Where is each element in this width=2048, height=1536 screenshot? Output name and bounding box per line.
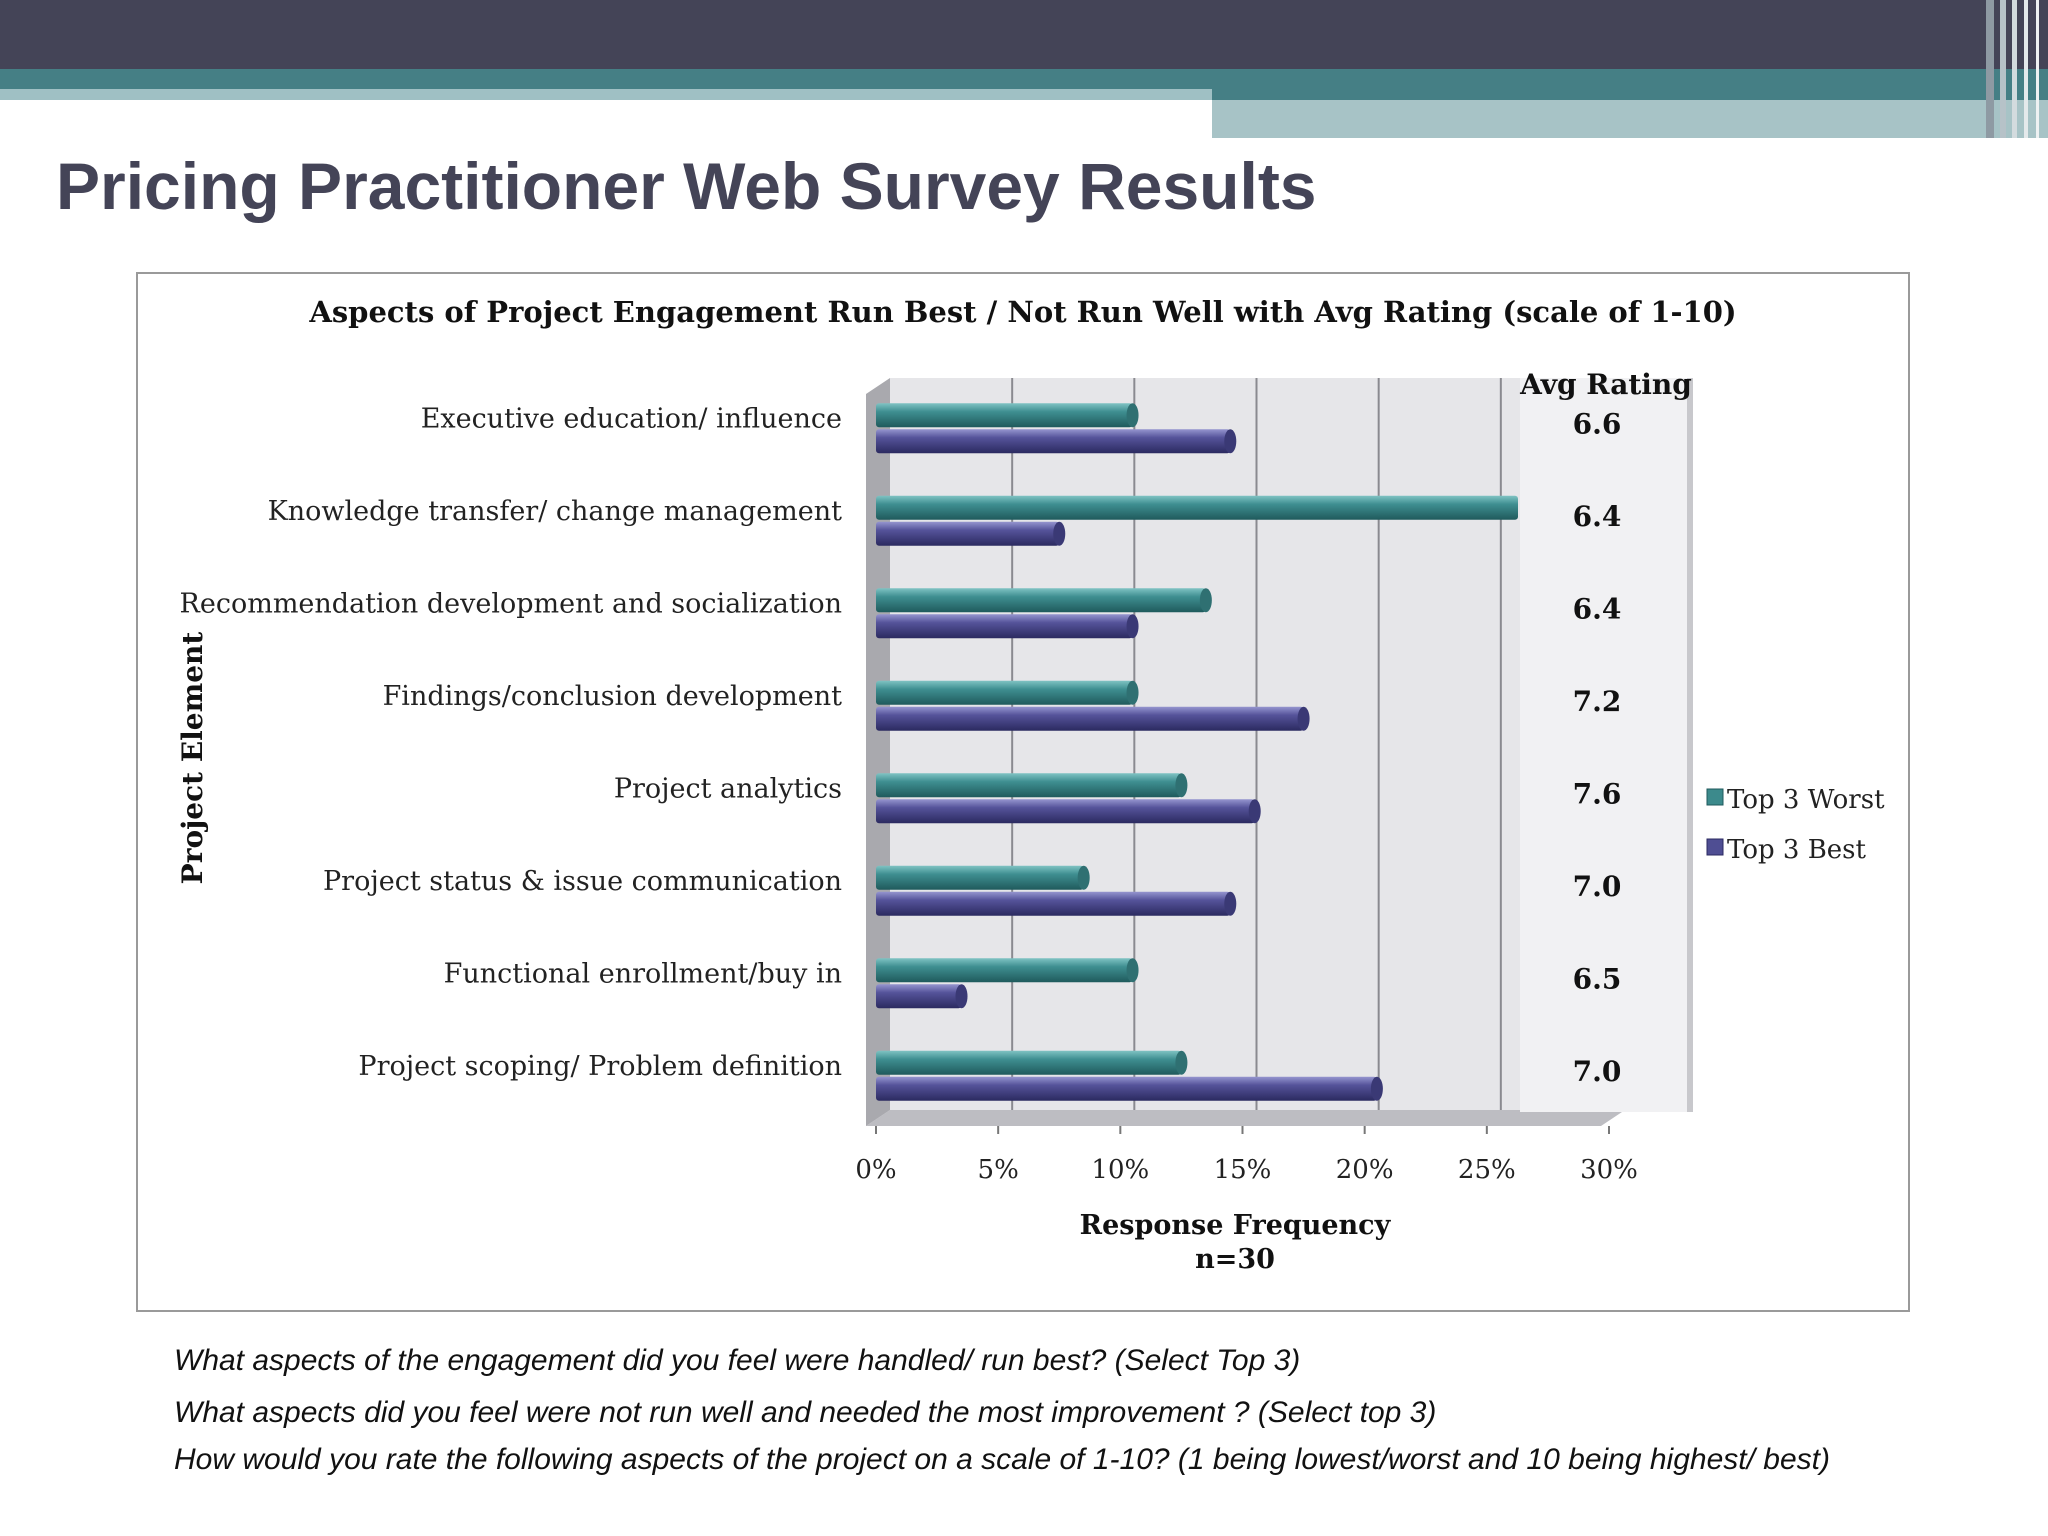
- x-tick-label: 10%: [1091, 1155, 1149, 1185]
- bar-top3-best: [876, 984, 962, 1009]
- avg-rating-value: 6.4: [1573, 500, 1622, 533]
- bar-top3-worst: [876, 588, 1206, 613]
- page-title: Pricing Practitioner Web Survey Results: [56, 149, 1317, 223]
- avg-rating-value: 7.2: [1573, 685, 1622, 718]
- bar-top3-worst-end: [1199, 588, 1212, 613]
- legend-label-worst: Top 3 Worst: [1727, 785, 1885, 815]
- category-label: Project status & issue communication: [323, 866, 842, 897]
- bar-top3-worst: [876, 773, 1182, 798]
- bar-top3-best-end: [1370, 1076, 1383, 1101]
- x-tick-label: 15%: [1214, 1155, 1272, 1185]
- bar-top3-best: [876, 429, 1231, 454]
- avg-rating-values: 6.6 6.4 6.4 7.2 7.6 7.0 6.5 7.0: [1573, 407, 1622, 1088]
- avg-rating-value: 7.6: [1573, 777, 1622, 810]
- avg-rating-value: 7.0: [1573, 870, 1622, 903]
- bar-top3-best: [876, 706, 1304, 731]
- header-stripe: [2036, 0, 2039, 138]
- bar-top3-best: [876, 1076, 1377, 1101]
- bar-top3-best: [876, 614, 1133, 639]
- bar-top3-worst-end: [1175, 773, 1188, 798]
- x-tick-label: 30%: [1580, 1155, 1638, 1185]
- bar-top3-best: [876, 521, 1060, 546]
- legend-swatch-best: [1706, 838, 1724, 856]
- bar-top3-best: [876, 799, 1255, 824]
- bar-top3-best-end: [955, 984, 968, 1009]
- category-label: Functional enrollment/buy in: [444, 958, 842, 989]
- bar-top3-worst-end: [1126, 403, 1139, 428]
- x-tick-label: 0%: [855, 1155, 896, 1185]
- y-axis-label: Project Element: [176, 632, 209, 885]
- category-label: Project scoping/ Problem definition: [358, 1051, 842, 1082]
- x-axis-label: Response Frequency: [1080, 1210, 1392, 1241]
- bar-top3-worst-end: [1126, 958, 1139, 983]
- x-tick-label: 25%: [1458, 1155, 1516, 1185]
- bar-top3-worst: [876, 403, 1133, 428]
- avg-rating-header: Avg Rating: [1519, 368, 1692, 401]
- x-tick-label: 5%: [978, 1155, 1019, 1185]
- avg-rating-value: 6.4: [1573, 592, 1622, 625]
- avg-rating-value: 6.5: [1573, 962, 1622, 995]
- legend: Top 3 Worst Top 3 Best: [1706, 785, 1885, 865]
- category-labels: Executive education/ influence Knowledge …: [180, 403, 843, 1082]
- x-tick-label: 20%: [1336, 1155, 1394, 1185]
- bar-top3-best-end: [1126, 614, 1139, 639]
- avg-rating-panel: [1520, 378, 1690, 1112]
- bar-top3-worst-end: [1126, 680, 1139, 705]
- header-stripe: [2000, 0, 2006, 138]
- bar-top3-worst: [876, 495, 1518, 520]
- bar-top3-best-end: [1053, 521, 1066, 546]
- plot-left-wall: [866, 378, 890, 1126]
- bar-top3-best-end: [1297, 706, 1310, 731]
- bar-top3-best-end: [1224, 429, 1237, 454]
- bar-top3-best: [876, 891, 1231, 916]
- plot-floor: [866, 1110, 1625, 1126]
- bar-top3-worst: [876, 865, 1084, 890]
- header-band-dark: [0, 0, 2048, 69]
- bar-top3-worst-end: [1175, 1050, 1188, 1075]
- bar-top3-worst-end: [1077, 865, 1090, 890]
- bars: [876, 403, 1518, 1101]
- survey-question-2: What aspects did you feel were not run w…: [174, 1396, 1437, 1429]
- category-label: Findings/conclusion development: [383, 681, 843, 712]
- header-stripe: [1986, 0, 1994, 138]
- bar-top3-worst: [876, 680, 1133, 705]
- category-label: Executive education/ influence: [421, 403, 842, 434]
- category-label: Project analytics: [614, 773, 842, 804]
- header-band-light-left: [0, 89, 1212, 100]
- survey-question-1: What aspects of the engagement did you f…: [174, 1344, 1301, 1377]
- avg-rating-value: 6.6: [1573, 407, 1622, 440]
- survey-question-3: How would you rate the following aspects…: [174, 1443, 1830, 1476]
- bar-top3-worst: [876, 958, 1133, 983]
- avg-rating-value: 7.0: [1573, 1055, 1622, 1088]
- header-stripe: [2012, 0, 2017, 138]
- chart-title: Aspects of Project Engagement Run Best /…: [308, 295, 1736, 329]
- header-stripe: [2024, 0, 2028, 138]
- bar-top3-best-end: [1248, 799, 1261, 824]
- category-label: Recommendation development and socializa…: [180, 588, 842, 619]
- plot-background: [890, 378, 1520, 1122]
- header-band-light-right: [1212, 100, 2048, 138]
- bar-top3-best-end: [1224, 891, 1237, 916]
- legend-label-best: Top 3 Best: [1727, 835, 1867, 865]
- category-label: Knowledge transfer/ change management: [268, 496, 843, 527]
- bar-top3-worst: [876, 1050, 1182, 1075]
- legend-swatch-worst: [1706, 788, 1724, 806]
- x-tick-labels: 0% 5% 10% 15% 20% 25% 30%: [855, 1126, 1638, 1185]
- x-axis-sublabel: n=30: [1195, 1244, 1275, 1275]
